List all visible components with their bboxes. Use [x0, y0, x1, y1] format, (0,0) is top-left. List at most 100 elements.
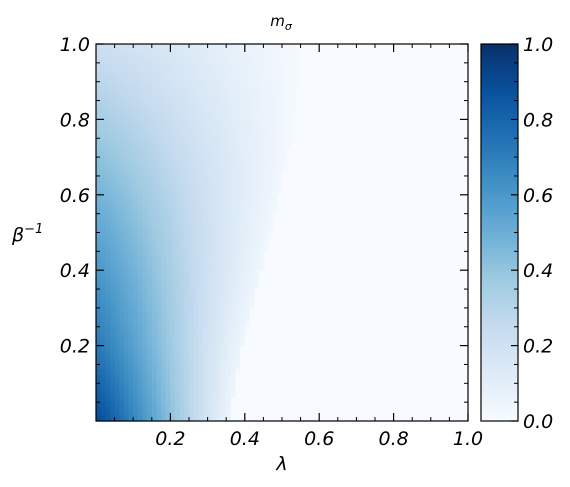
heatmap-cell: [109, 142, 116, 149]
heatmap-cell: [198, 326, 204, 333]
heatmap-cell: [147, 293, 153, 300]
heatmap-cell: [295, 114, 302, 120]
heatmap-cell: [263, 246, 269, 252]
heatmap-cell: [170, 91, 176, 97]
heatmap-cell: [189, 100, 195, 106]
heatmap-cell: [156, 312, 162, 318]
heatmap-cell: [388, 227, 395, 234]
heatmap-cell: [351, 270, 357, 276]
heatmap-cell: [430, 190, 437, 196]
heatmap-cell: [114, 270, 120, 276]
heatmap-cell: [244, 270, 251, 276]
heatmap-cell: [430, 284, 437, 290]
heatmap-cell: [444, 265, 450, 271]
heatmap-cell: [100, 147, 106, 153]
heatmap-cell: [282, 133, 288, 139]
heatmap-cell: [184, 312, 190, 318]
heatmap-cell: [393, 241, 399, 248]
heatmap-cell: [151, 157, 158, 163]
heatmap-cell: [198, 227, 204, 234]
heatmap-cell: [230, 232, 237, 238]
heatmap-cell: [189, 76, 195, 83]
heatmap-cell: [458, 256, 464, 262]
heatmap-cell: [240, 204, 246, 210]
heatmap-cell: [286, 133, 292, 139]
heatmap-cell: [277, 241, 283, 248]
heatmap-cell: [412, 218, 418, 224]
heatmap-cell: [212, 175, 218, 182]
heatmap-cell: [165, 326, 171, 333]
heatmap-cell: [175, 241, 181, 248]
heatmap-cell: [123, 256, 130, 262]
heatmap-cell: [165, 241, 171, 248]
heatmap-cell: [365, 76, 371, 83]
heatmap-cell: [379, 185, 385, 191]
heatmap-cell: [286, 100, 292, 106]
heatmap-cell: [412, 171, 418, 177]
heatmap-cell: [393, 293, 399, 300]
heatmap-cell: [202, 241, 209, 248]
heatmap-cell: [402, 114, 409, 120]
heatmap-cell: [416, 223, 423, 229]
heatmap-cell: [133, 199, 139, 205]
heatmap-cell: [119, 119, 125, 125]
heatmap-cell: [314, 86, 320, 92]
heatmap-cell: [430, 289, 437, 295]
heatmap-cell: [114, 194, 120, 201]
heatmap-cell: [202, 227, 209, 234]
heatmap-cell: [407, 114, 413, 120]
heatmap-cell: [305, 86, 311, 92]
heatmap-cell: [193, 293, 199, 300]
heatmap-cell: [393, 307, 399, 314]
heatmap-cell: [170, 265, 176, 271]
heatmap-cell: [184, 44, 190, 50]
heatmap-cell: [407, 58, 413, 64]
heatmap-cell: [258, 232, 264, 238]
heatmap-cell: [235, 190, 241, 196]
heatmap-cell: [272, 232, 278, 238]
heatmap-cell: [463, 218, 469, 224]
heatmap-cell: [175, 270, 181, 276]
heatmap-cell: [165, 251, 171, 257]
heatmap-cell: [449, 298, 455, 304]
heatmap-cell: [295, 317, 302, 323]
heatmap-cell: [240, 157, 246, 163]
heatmap-cell: [365, 109, 371, 116]
heatmap-cell: [300, 157, 306, 163]
heatmap-cell: [114, 166, 120, 172]
heatmap-cell: [282, 76, 288, 83]
heatmap-cell: [240, 194, 246, 201]
heatmap-cell: [402, 81, 409, 88]
heatmap-cell: [384, 227, 390, 234]
heatmap-cell: [421, 218, 427, 224]
heatmap-cell: [328, 279, 334, 285]
heatmap-cell: [165, 185, 171, 191]
heatmap-cell: [100, 227, 106, 234]
heatmap-cell: [128, 166, 134, 172]
heatmap-cell: [226, 204, 232, 210]
heatmap-cell: [184, 157, 190, 163]
heatmap-cell: [347, 322, 353, 328]
heatmap-cell: [221, 218, 227, 224]
heatmap-cell: [435, 232, 441, 238]
heatmap-cell: [421, 326, 427, 333]
heatmap-cell: [119, 246, 125, 252]
heatmap-cell: [393, 208, 399, 215]
heatmap-cell: [249, 241, 255, 248]
heatmap-cell: [179, 331, 185, 337]
heatmap-cell: [100, 62, 106, 69]
heatmap-cell: [179, 199, 185, 205]
heatmap-cell: [268, 109, 274, 116]
heatmap-cell: [426, 237, 432, 243]
heatmap-cell: [282, 293, 288, 300]
heatmap-cell: [263, 232, 269, 238]
heatmap-cell: [235, 105, 241, 111]
heatmap-cell: [309, 114, 316, 120]
heatmap-cell: [356, 265, 362, 271]
heatmap-cell: [263, 44, 269, 50]
heatmap-cell: [454, 109, 460, 116]
heatmap-cell: [184, 76, 190, 83]
heatmap-cell: [426, 256, 432, 262]
heatmap-cell: [105, 185, 111, 191]
heatmap-cell: [119, 44, 125, 50]
